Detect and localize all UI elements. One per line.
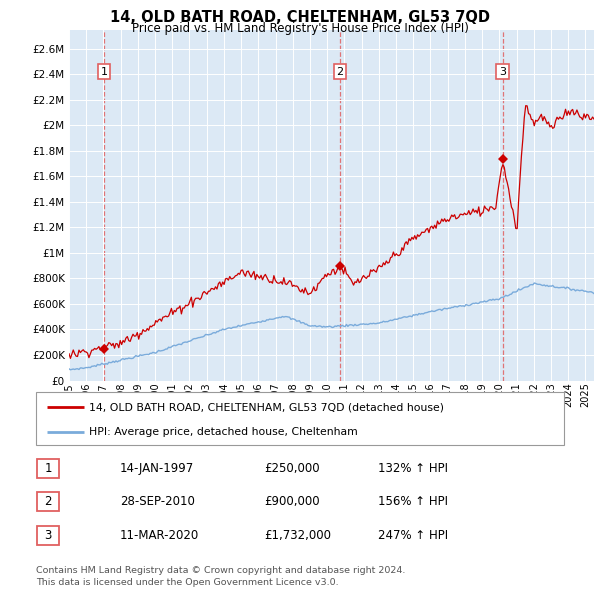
Text: 2: 2: [44, 495, 52, 509]
Text: 11-MAR-2020: 11-MAR-2020: [120, 529, 199, 542]
Text: Contains HM Land Registry data © Crown copyright and database right 2024.
This d: Contains HM Land Registry data © Crown c…: [36, 566, 406, 587]
FancyBboxPatch shape: [37, 492, 59, 512]
Text: 1: 1: [44, 461, 52, 475]
Text: £1,732,000: £1,732,000: [264, 529, 331, 542]
Text: Price paid vs. HM Land Registry's House Price Index (HPI): Price paid vs. HM Land Registry's House …: [131, 22, 469, 35]
Text: 2: 2: [337, 67, 343, 77]
FancyBboxPatch shape: [36, 392, 564, 445]
Text: 3: 3: [44, 529, 52, 542]
Text: 1: 1: [101, 67, 107, 77]
Text: £250,000: £250,000: [264, 461, 320, 475]
Text: 247% ↑ HPI: 247% ↑ HPI: [378, 529, 448, 542]
FancyBboxPatch shape: [37, 526, 59, 545]
Text: 156% ↑ HPI: 156% ↑ HPI: [378, 495, 448, 509]
Text: 14-JAN-1997: 14-JAN-1997: [120, 461, 194, 475]
Text: 132% ↑ HPI: 132% ↑ HPI: [378, 461, 448, 475]
Text: 3: 3: [499, 67, 506, 77]
FancyBboxPatch shape: [37, 458, 59, 478]
Text: 28-SEP-2010: 28-SEP-2010: [120, 495, 195, 509]
Text: 14, OLD BATH ROAD, CHELTENHAM, GL53 7QD (detached house): 14, OLD BATH ROAD, CHELTENHAM, GL53 7QD …: [89, 402, 444, 412]
Text: 14, OLD BATH ROAD, CHELTENHAM, GL53 7QD: 14, OLD BATH ROAD, CHELTENHAM, GL53 7QD: [110, 10, 490, 25]
Text: £900,000: £900,000: [264, 495, 320, 509]
Text: HPI: Average price, detached house, Cheltenham: HPI: Average price, detached house, Chel…: [89, 427, 358, 437]
